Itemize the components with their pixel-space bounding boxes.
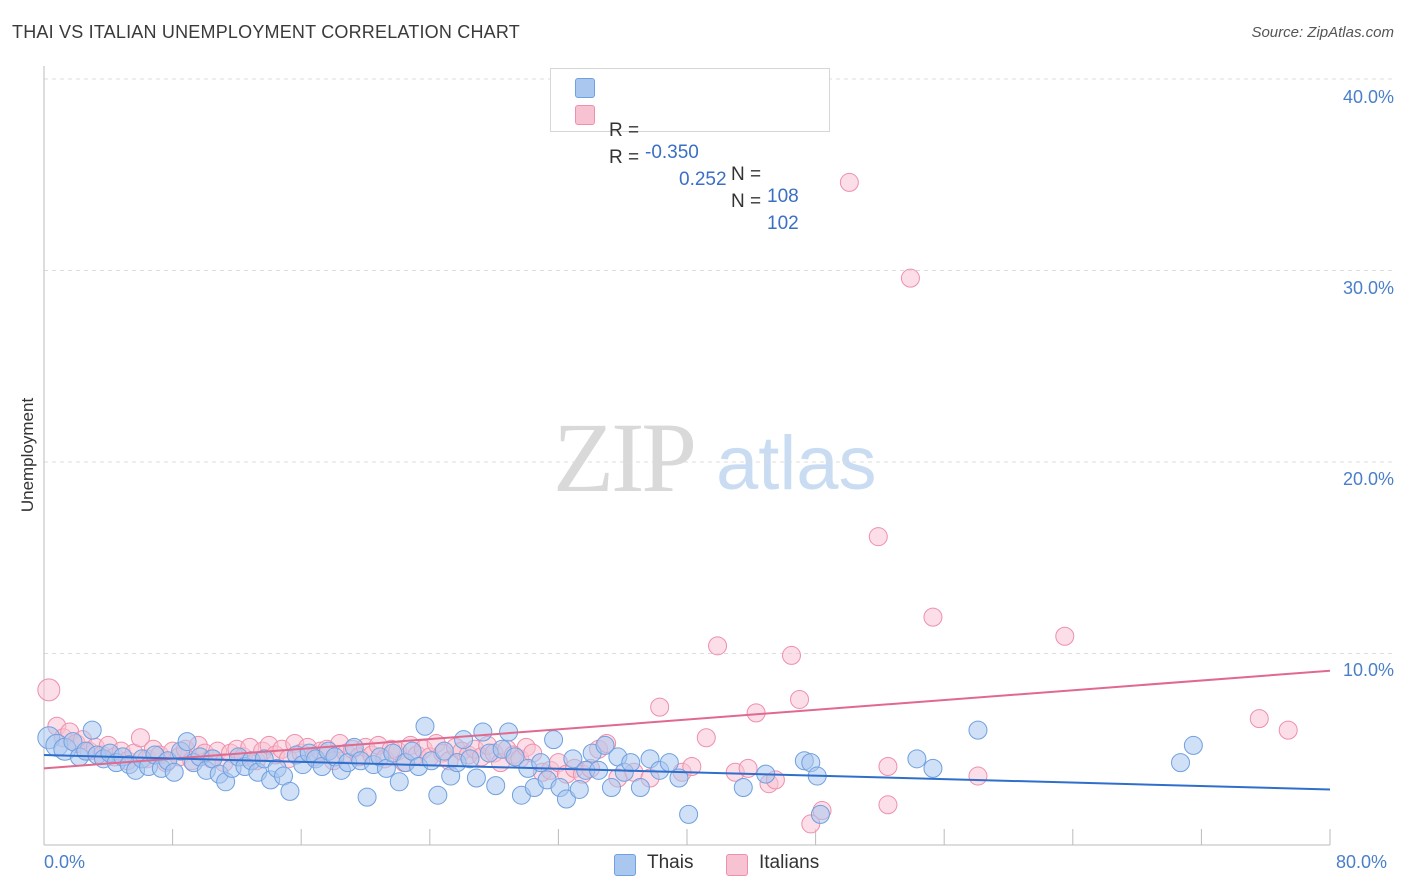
legend-n-value: 102	[767, 213, 799, 234]
thais-point	[415, 716, 435, 736]
y-tick-40: 40.0%	[1342, 87, 1394, 107]
thais-point	[659, 753, 679, 773]
y-tick-30: 30.0%	[1342, 278, 1394, 298]
watermark-zip: ZIP	[553, 402, 697, 513]
italians-point	[682, 756, 702, 776]
italians-swatch	[726, 854, 748, 876]
thais-point	[669, 768, 689, 788]
thais-point	[473, 722, 493, 742]
thais-point	[164, 762, 184, 782]
thais-point	[505, 747, 525, 767]
legend-n-label: N =	[731, 164, 767, 185]
correlation-legend: R = -0.350 N = 108 R = 0.252 N = 102	[550, 68, 830, 234]
italians-point	[1249, 709, 1269, 729]
thais-point	[428, 785, 448, 805]
thais-point	[907, 749, 927, 769]
italians-point	[923, 607, 943, 627]
x-tick-80: 80.0%	[1336, 852, 1388, 872]
thais-point	[595, 735, 615, 755]
italians-point	[696, 728, 716, 748]
legend-r-value: 0.252	[679, 169, 727, 190]
y-tick-20: 20.0%	[1342, 469, 1394, 489]
italians-point	[878, 795, 898, 815]
legend-swatch-italians	[575, 105, 595, 125]
y-tick-10: 10.0%	[1342, 660, 1394, 680]
thais-point	[563, 749, 583, 769]
thais-point	[531, 753, 551, 773]
thais-point	[621, 753, 641, 773]
italians-point	[781, 645, 801, 665]
italians-point	[839, 172, 859, 192]
legend-row-thais: R = -0.350 N = 108	[575, 76, 799, 207]
source-label: Source: ZipAtlas.com	[1251, 24, 1394, 41]
thais-point	[569, 779, 589, 799]
thais-label: Thais	[647, 852, 694, 873]
thais-swatch	[614, 854, 636, 876]
thais-point	[357, 787, 377, 807]
axes	[43, 66, 1331, 846]
italians-trend-line	[43, 669, 1331, 770]
thais-point	[389, 772, 409, 792]
italians-point	[650, 697, 670, 717]
thais-point	[968, 720, 988, 740]
thais-points	[37, 716, 1203, 824]
watermark-atlas: atlas	[716, 421, 877, 506]
thais-point	[454, 730, 474, 750]
thais-point	[254, 749, 274, 769]
thais-point	[460, 749, 480, 769]
italians-points	[37, 172, 1298, 834]
legend-r-label: R =	[609, 120, 645, 141]
thais-point	[923, 758, 943, 778]
trend-lines	[43, 669, 1331, 791]
italians-point	[130, 728, 150, 748]
thais-point	[466, 768, 486, 788]
italians-point	[1055, 626, 1075, 646]
legend-r-label: R =	[609, 147, 645, 168]
thais-point	[733, 778, 753, 798]
italians-point	[1278, 720, 1298, 740]
thais-point	[544, 730, 564, 750]
thais-point	[810, 804, 830, 824]
thais-trend-line	[43, 753, 1331, 791]
legend-swatch-thais	[575, 78, 595, 98]
italians-point	[790, 689, 810, 709]
italians-point	[708, 636, 728, 656]
legend-r-value: -0.350	[645, 142, 699, 163]
thais-point	[1171, 753, 1191, 773]
italians-label: Italians	[759, 852, 820, 873]
italians-point	[900, 268, 920, 288]
thais-point	[556, 789, 576, 809]
thais-point	[177, 732, 197, 752]
thais-point	[280, 781, 300, 801]
italians-point	[868, 527, 888, 547]
legend-n-value: 108	[767, 186, 799, 207]
italians-point	[968, 766, 988, 786]
italians-point	[878, 756, 898, 776]
legend-n-label: N =	[731, 191, 767, 212]
legend-row-italians: R = 0.252 N = 102	[575, 103, 799, 234]
thais-point	[383, 743, 403, 763]
thais-point	[1183, 735, 1203, 755]
chart-title: THAI VS ITALIAN UNEMPLOYMENT CORRELATION…	[12, 22, 520, 42]
italians-point	[37, 678, 61, 702]
grid-lines	[44, 78, 1392, 654]
x-tick-0: 0.0%	[44, 852, 86, 872]
thais-point	[679, 804, 699, 824]
thais-point	[486, 776, 506, 796]
thais-point	[82, 720, 102, 740]
thais-point	[601, 778, 621, 798]
thais-point	[630, 778, 650, 798]
thais-point	[434, 741, 454, 761]
